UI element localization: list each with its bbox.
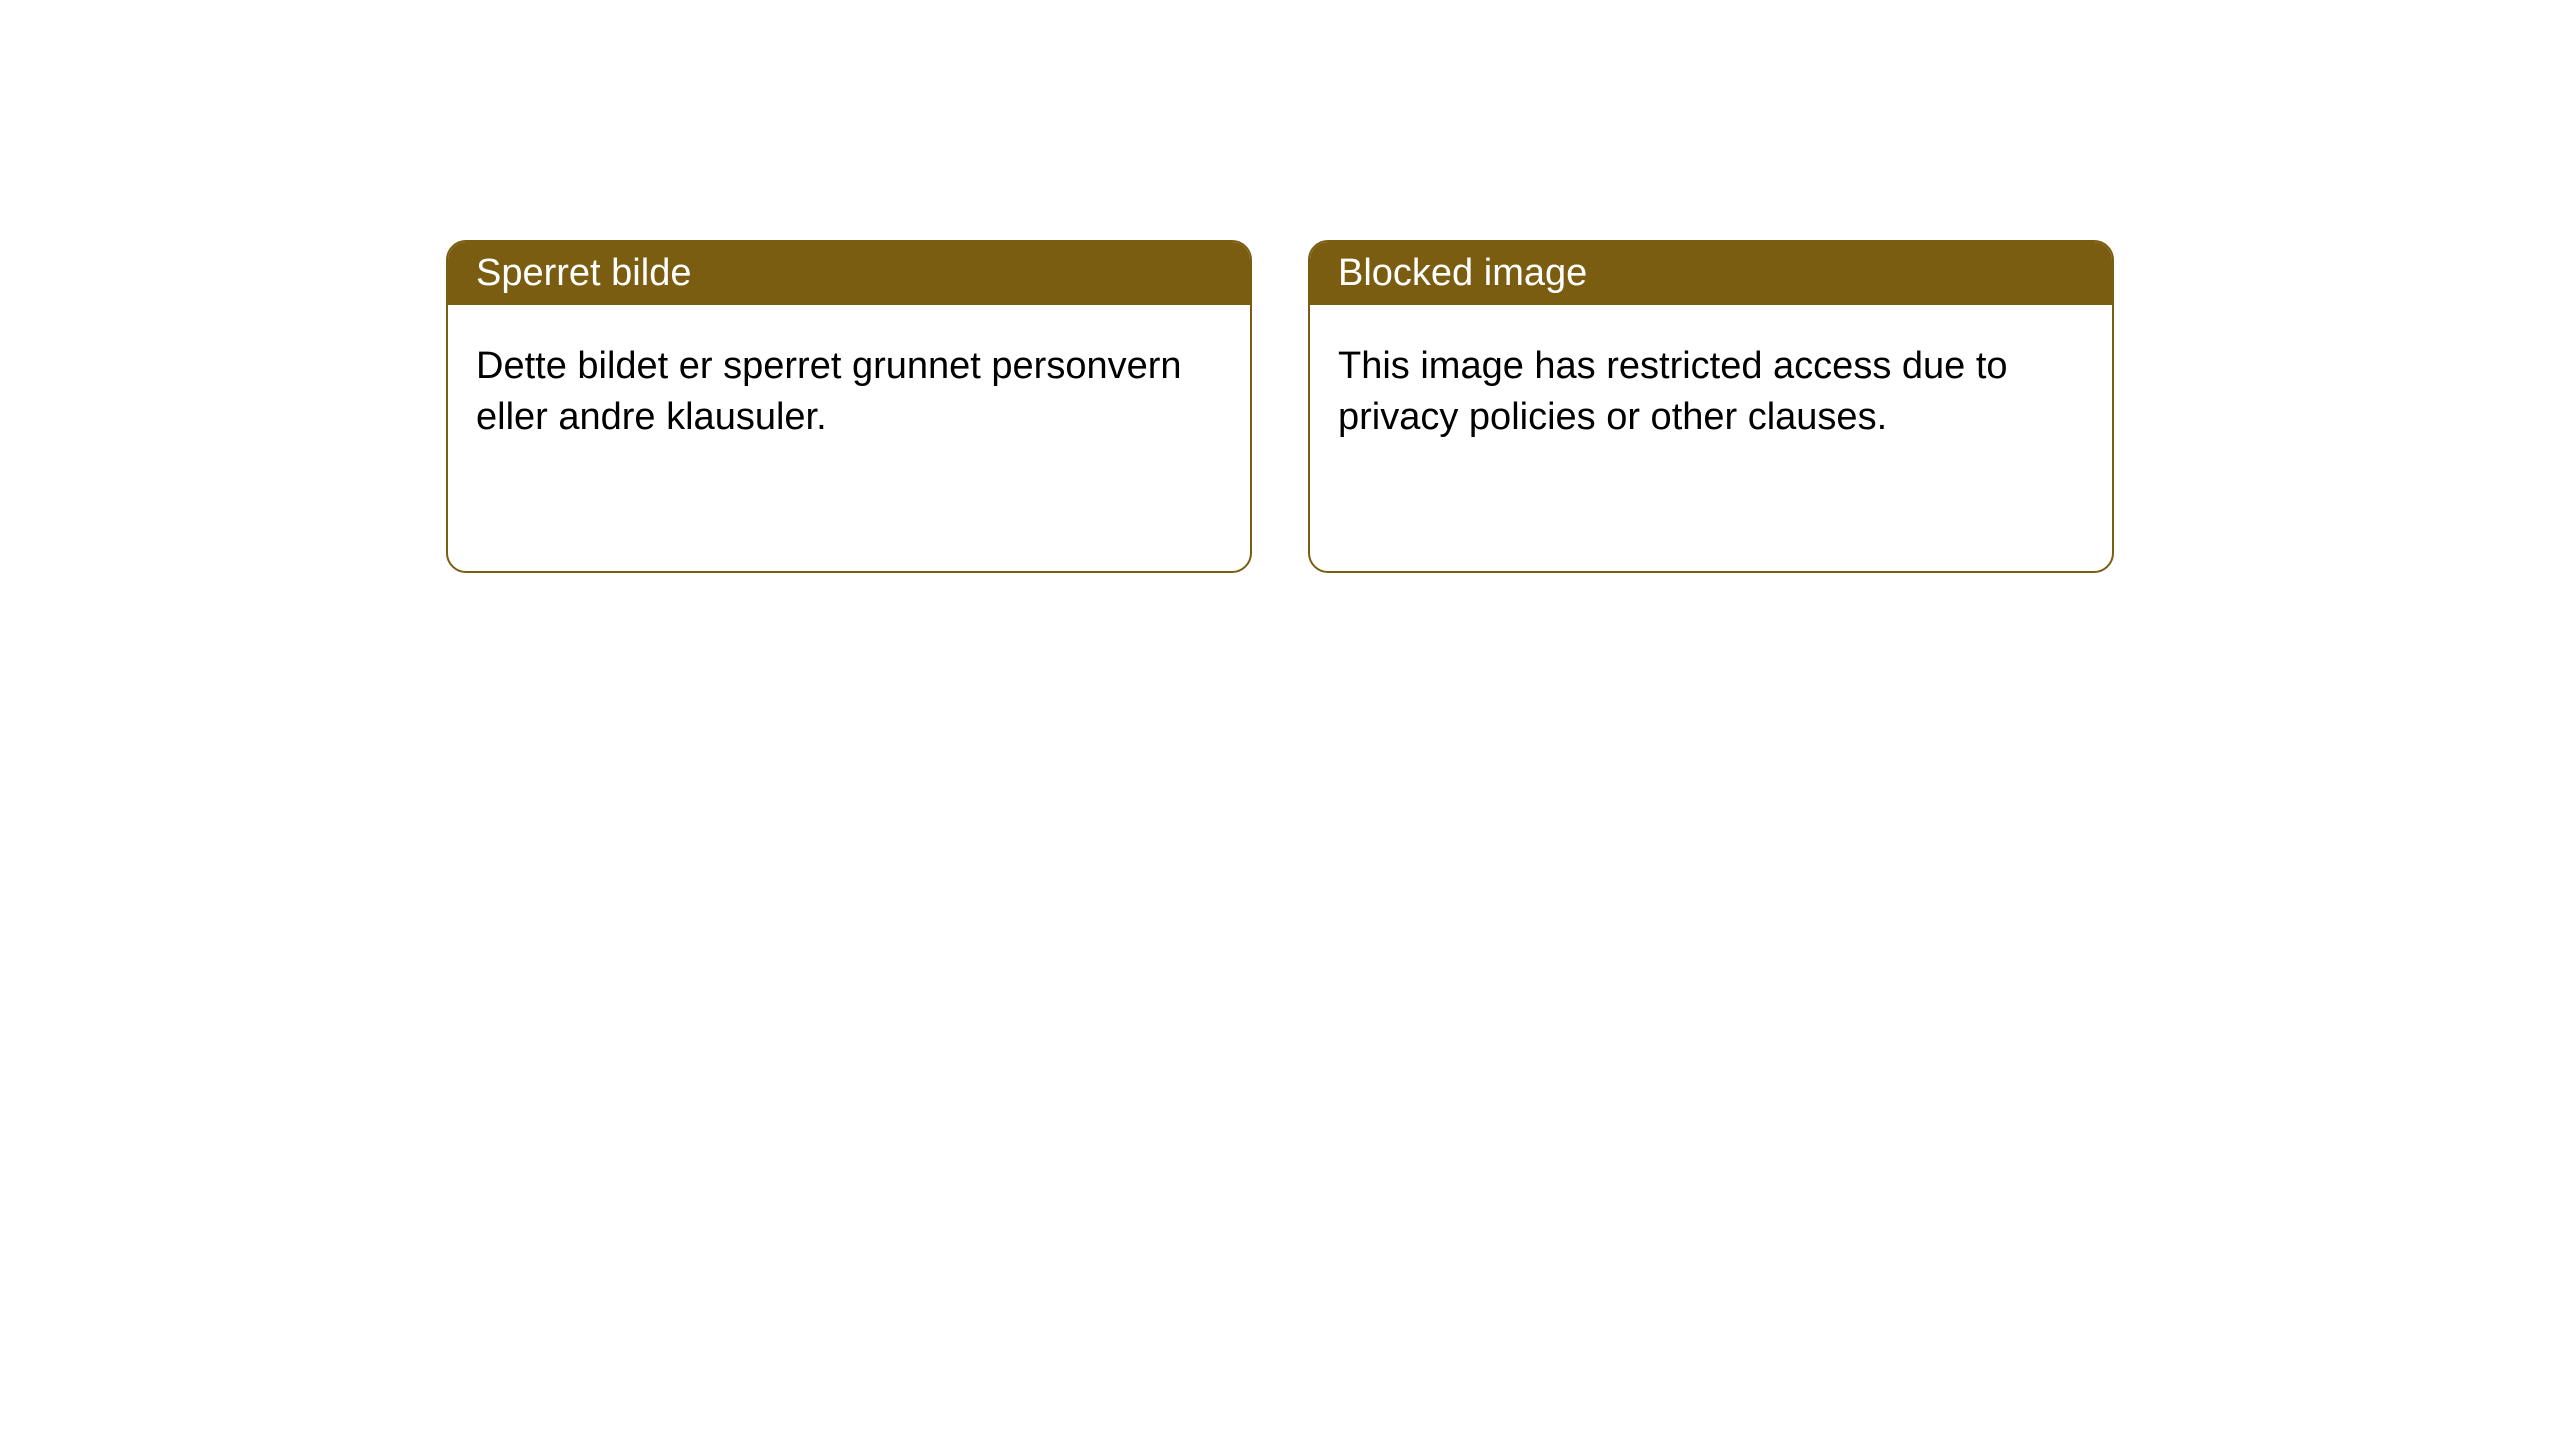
notice-body: This image has restricted access due to … — [1310, 305, 2112, 480]
notice-card-norwegian: Sperret bilde Dette bildet er sperret gr… — [446, 240, 1252, 573]
notice-body: Dette bildet er sperret grunnet personve… — [448, 305, 1250, 480]
notice-title: Sperret bilde — [448, 242, 1250, 305]
notice-title: Blocked image — [1310, 242, 2112, 305]
notice-container: Sperret bilde Dette bildet er sperret gr… — [446, 240, 2114, 573]
notice-card-english: Blocked image This image has restricted … — [1308, 240, 2114, 573]
